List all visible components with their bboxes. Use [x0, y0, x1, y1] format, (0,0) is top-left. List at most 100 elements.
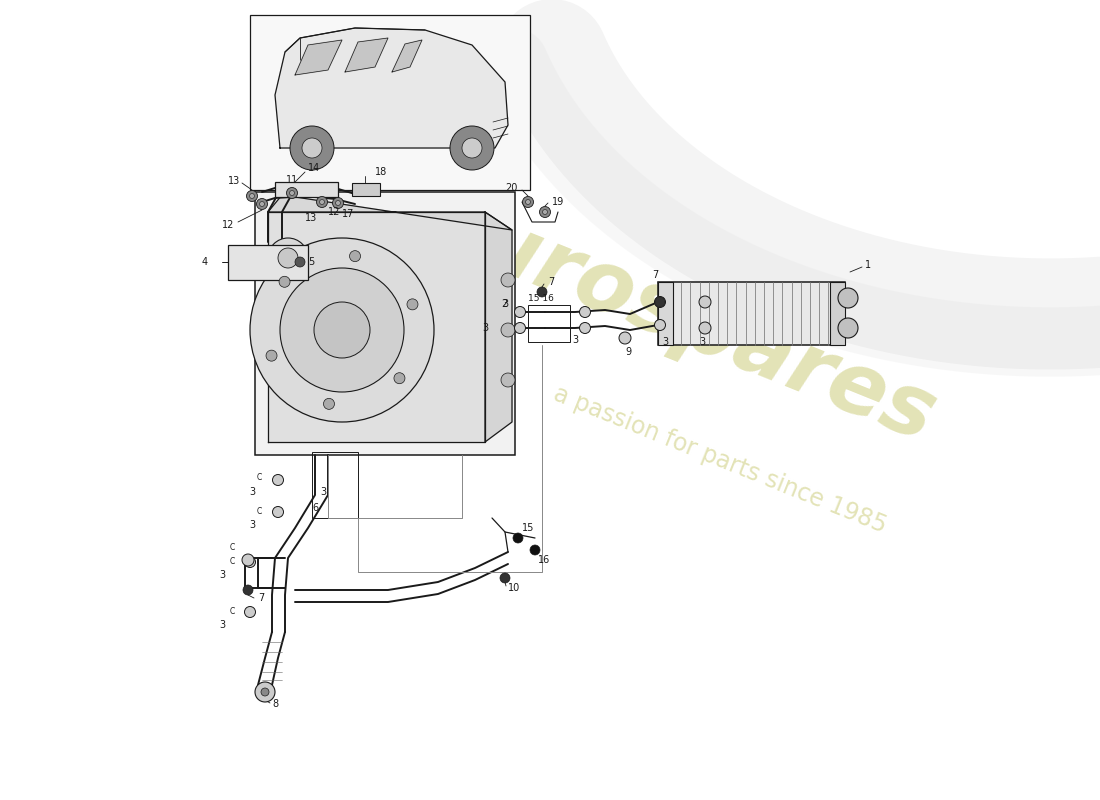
Text: C: C [256, 474, 262, 482]
Circle shape [290, 126, 334, 170]
Text: a passion for parts since 1985: a passion for parts since 1985 [550, 382, 890, 538]
Circle shape [250, 238, 434, 422]
Polygon shape [392, 40, 422, 72]
Circle shape [350, 250, 361, 262]
Circle shape [539, 206, 550, 218]
Text: 20: 20 [505, 183, 517, 193]
Circle shape [500, 573, 510, 583]
Bar [658, 282, 845, 345]
Circle shape [314, 302, 370, 358]
Text: 18: 18 [375, 167, 387, 177]
Circle shape [450, 126, 494, 170]
Text: 3: 3 [662, 337, 668, 347]
Text: 3: 3 [698, 337, 705, 347]
Bar [352, 183, 379, 196]
Text: 3: 3 [249, 487, 255, 497]
Text: 15: 15 [522, 523, 535, 533]
Text: C: C [230, 543, 235, 553]
Text: 15 16: 15 16 [528, 294, 554, 302]
Circle shape [266, 350, 277, 361]
Circle shape [243, 585, 253, 595]
Circle shape [273, 506, 284, 518]
Text: 12: 12 [222, 220, 234, 230]
Circle shape [526, 199, 530, 205]
Circle shape [580, 322, 591, 334]
Text: 6: 6 [312, 503, 318, 513]
Circle shape [255, 682, 275, 702]
Text: eurospares: eurospares [412, 179, 948, 461]
Circle shape [261, 688, 270, 696]
Text: 8: 8 [272, 699, 278, 709]
Circle shape [323, 398, 334, 410]
Circle shape [537, 287, 547, 297]
Polygon shape [485, 212, 512, 442]
Circle shape [268, 238, 308, 278]
Text: 3: 3 [502, 299, 508, 309]
Text: 7: 7 [652, 270, 658, 280]
Circle shape [302, 138, 322, 158]
Bar [275, 182, 338, 197]
Circle shape [522, 197, 534, 207]
Circle shape [654, 319, 666, 330]
Polygon shape [345, 38, 388, 72]
Text: 9: 9 [625, 347, 631, 357]
Text: 3: 3 [572, 335, 579, 345]
Text: 16: 16 [538, 555, 550, 565]
Circle shape [289, 190, 295, 195]
Circle shape [280, 268, 404, 392]
Bar [250, 15, 530, 190]
Circle shape [654, 297, 666, 307]
Circle shape [838, 318, 858, 338]
Circle shape [530, 545, 540, 555]
Polygon shape [295, 40, 342, 75]
Circle shape [278, 248, 298, 268]
Text: C: C [230, 558, 235, 566]
Text: 17: 17 [342, 209, 354, 219]
Circle shape [500, 373, 515, 387]
Text: C: C [256, 507, 262, 517]
Text: 13: 13 [305, 213, 317, 223]
Circle shape [317, 197, 328, 207]
Circle shape [256, 198, 267, 210]
Bar [312, 452, 358, 518]
Circle shape [246, 190, 257, 202]
Text: 3: 3 [482, 323, 488, 333]
Circle shape [500, 273, 515, 287]
Bar [228, 245, 308, 280]
Text: 7: 7 [258, 593, 264, 603]
Circle shape [242, 554, 254, 566]
Text: 3: 3 [219, 620, 225, 630]
Circle shape [336, 201, 341, 206]
Circle shape [654, 297, 666, 307]
Text: 12: 12 [328, 207, 340, 217]
Text: 10: 10 [508, 583, 520, 593]
Circle shape [279, 276, 290, 287]
Circle shape [515, 306, 526, 318]
Bar [255, 192, 515, 455]
Text: 5: 5 [308, 257, 315, 267]
Text: 3: 3 [219, 570, 225, 580]
Polygon shape [268, 212, 485, 442]
Circle shape [332, 198, 343, 209]
Circle shape [319, 199, 324, 205]
Text: 4: 4 [202, 257, 208, 267]
Circle shape [542, 210, 548, 214]
Circle shape [273, 474, 284, 486]
Circle shape [260, 202, 264, 206]
Circle shape [698, 296, 711, 308]
Text: 19: 19 [552, 197, 564, 207]
Circle shape [500, 323, 515, 337]
Circle shape [295, 257, 305, 267]
Circle shape [513, 533, 522, 543]
Circle shape [462, 138, 482, 158]
Text: 14: 14 [308, 163, 320, 173]
Bar [528, 305, 570, 342]
Circle shape [515, 322, 526, 334]
Bar [658, 282, 673, 345]
Circle shape [394, 373, 405, 384]
Circle shape [250, 194, 254, 198]
Circle shape [698, 322, 711, 334]
Text: 7: 7 [548, 277, 554, 287]
Text: C: C [230, 607, 235, 617]
Circle shape [244, 606, 255, 618]
